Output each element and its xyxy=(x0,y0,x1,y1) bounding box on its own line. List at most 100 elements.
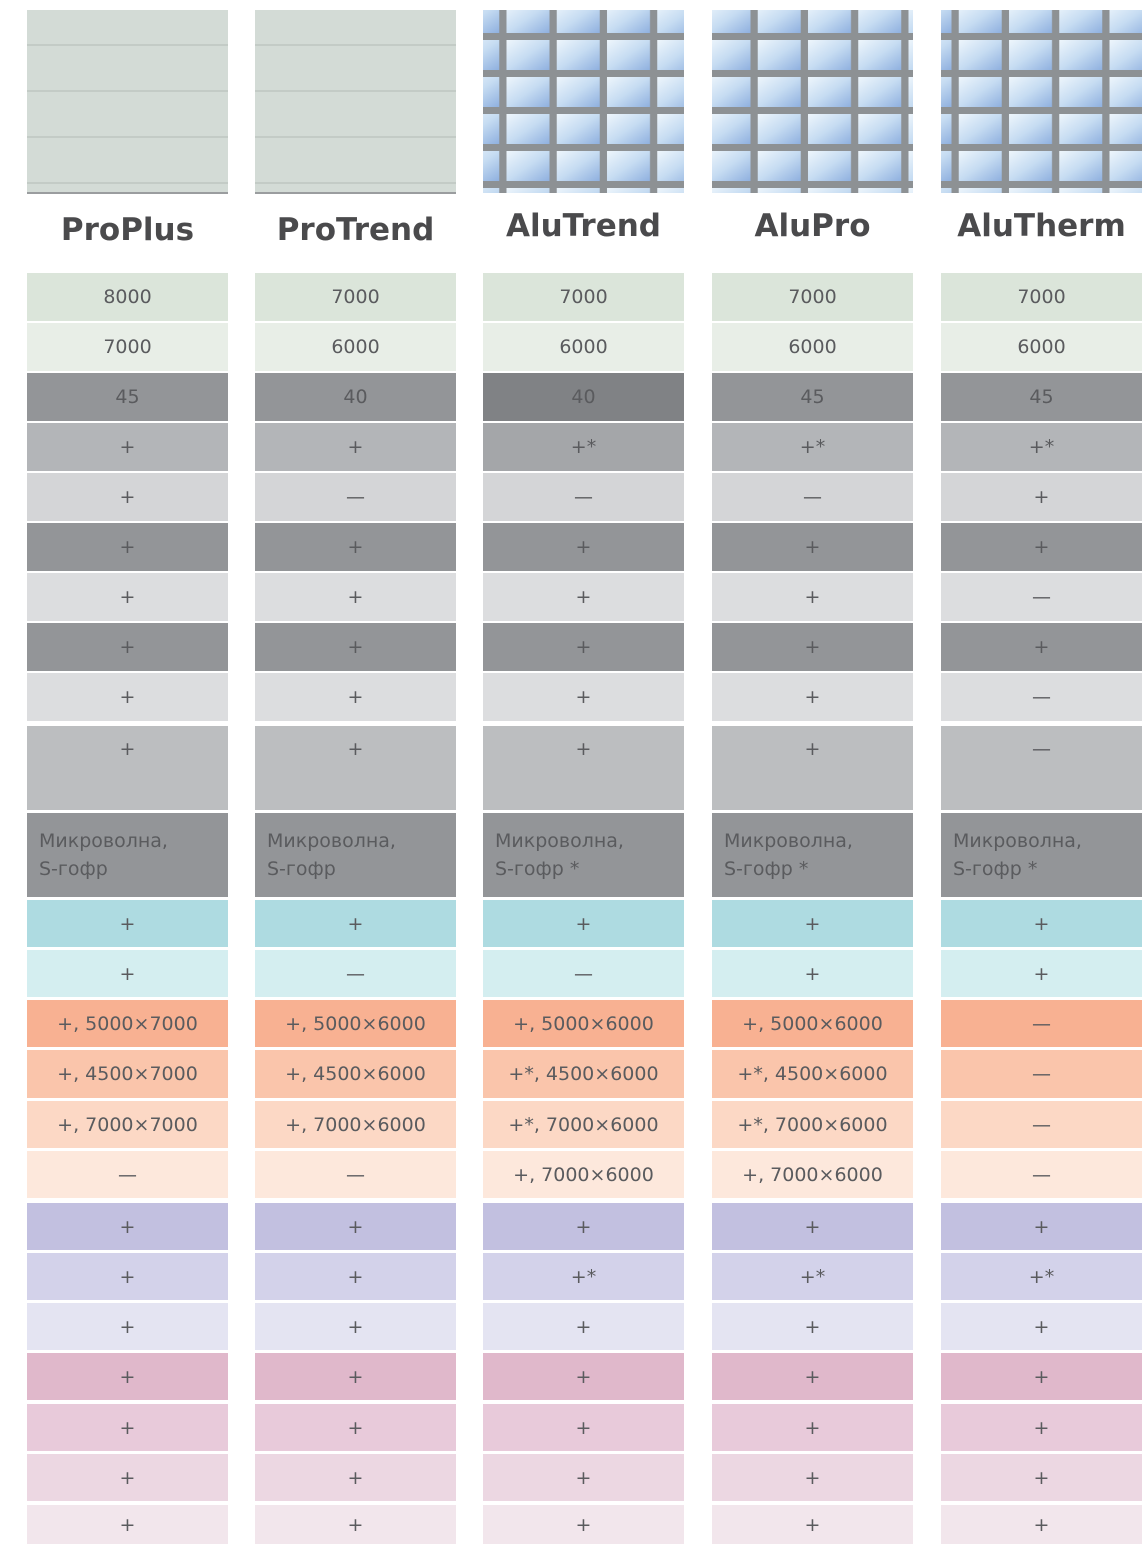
table-cell: 7000 xyxy=(712,273,913,321)
table-cell: Микроволна,S-гофр * xyxy=(483,813,684,897)
table-cell: + xyxy=(483,1303,684,1350)
cell-line: Микроволна, xyxy=(495,827,624,855)
table-cell: +*, 7000×6000 xyxy=(483,1101,684,1148)
table-cell: — xyxy=(483,950,684,997)
table-cell: + xyxy=(712,950,913,997)
table-cell: + xyxy=(941,950,1142,997)
table-cell: + xyxy=(255,900,456,947)
table-cell: + xyxy=(27,1454,228,1501)
table-cell: + xyxy=(483,673,684,721)
table-cell: +, 5000×6000 xyxy=(483,1000,684,1047)
table-cell: + xyxy=(483,1203,684,1250)
table-cell: + xyxy=(483,623,684,671)
column-title: AluTrend xyxy=(483,208,684,244)
door-image xyxy=(27,10,228,193)
table-cell: — xyxy=(255,1151,456,1198)
table-cell: + xyxy=(27,900,228,947)
door-image xyxy=(941,10,1142,193)
table-cell: +*, 7000×6000 xyxy=(712,1101,913,1148)
table-cell: — xyxy=(941,726,1142,810)
table-cell: +, 7000×6000 xyxy=(483,1151,684,1198)
table-cell: 7000 xyxy=(27,323,228,371)
table-cell: + xyxy=(712,1203,913,1250)
page: (() => { const data = JSON.parse(documen… xyxy=(0,0,1144,1544)
table-cell: + xyxy=(255,1203,456,1250)
table-cell: 40 xyxy=(255,373,456,421)
table-cell: — xyxy=(941,573,1142,621)
table-cell: — xyxy=(483,473,684,521)
table-cell: + xyxy=(483,523,684,571)
table-cell: +, 5000×6000 xyxy=(255,1000,456,1047)
table-cell: + xyxy=(941,1353,1142,1400)
table-cell: 45 xyxy=(27,373,228,421)
column-title: ProTrend xyxy=(255,212,456,248)
table-cell: Микроволна,S-гофр * xyxy=(941,813,1142,897)
table-cell: + xyxy=(712,1505,913,1544)
table-cell: + xyxy=(483,1505,684,1544)
table-cell: + xyxy=(27,423,228,471)
table-cell: — xyxy=(941,1050,1142,1098)
door-images xyxy=(0,0,1144,200)
table-cell: 6000 xyxy=(712,323,913,371)
table-cell: + xyxy=(483,1353,684,1400)
table-cell: + xyxy=(483,1454,684,1501)
table-cell: + xyxy=(941,1303,1142,1350)
table-cell: +* xyxy=(941,423,1142,471)
table-cell: + xyxy=(255,1404,456,1451)
table-cell: + xyxy=(941,523,1142,571)
table-cell: + xyxy=(255,1253,456,1300)
cell-line: S-гофр * xyxy=(953,855,1037,883)
cell-line: Микроволна, xyxy=(267,827,396,855)
table-cell: + xyxy=(255,673,456,721)
table-cell: +* xyxy=(483,1253,684,1300)
table-cell: + xyxy=(712,623,913,671)
table-cell: + xyxy=(712,673,913,721)
table-cell: — xyxy=(255,950,456,997)
table-cell: +* xyxy=(941,1253,1142,1300)
table-cell: +, 5000×7000 xyxy=(27,1000,228,1047)
cell-line: Микроволна, xyxy=(39,827,168,855)
table-cell: + xyxy=(483,1404,684,1451)
table-cell: + xyxy=(712,900,913,947)
table-cell: 45 xyxy=(712,373,913,421)
table-cell: + xyxy=(941,473,1142,521)
table-cell: + xyxy=(255,1353,456,1400)
table-cell: + xyxy=(941,900,1142,947)
table-cell: + xyxy=(483,900,684,947)
table-cell: — xyxy=(27,1151,228,1198)
table-cell: Микроволна,S-гофр xyxy=(27,813,228,897)
table-cell: +, 4500×7000 xyxy=(27,1050,228,1098)
table-cell: + xyxy=(27,1203,228,1250)
table-cell: + xyxy=(712,1353,913,1400)
table-cell: + xyxy=(27,950,228,997)
table-cell: +* xyxy=(712,1253,913,1300)
table-cell: 8000 xyxy=(27,273,228,321)
table-cell: — xyxy=(941,673,1142,721)
table-cell: + xyxy=(27,523,228,571)
table-cell: + xyxy=(255,573,456,621)
door-image xyxy=(483,10,684,193)
table-cell: + xyxy=(27,726,228,810)
cell-line: S-гофр * xyxy=(495,855,579,883)
table-cell: + xyxy=(941,1454,1142,1501)
table-cell: + xyxy=(941,1203,1142,1250)
table-cell: — xyxy=(255,473,456,521)
table-cell: + xyxy=(941,1505,1142,1544)
table-cell: +* xyxy=(483,423,684,471)
table-cell: +* xyxy=(712,423,913,471)
table-cell: +*, 4500×6000 xyxy=(712,1050,913,1098)
table-cell: + xyxy=(27,473,228,521)
table-cell: + xyxy=(27,1505,228,1544)
table-cell: 7000 xyxy=(483,273,684,321)
cell-line: S-гофр xyxy=(267,855,336,883)
table-cell: + xyxy=(712,573,913,621)
table-cell: 45 xyxy=(941,373,1142,421)
column-title: AluPro xyxy=(712,208,913,244)
table-cell: +, 5000×6000 xyxy=(712,1000,913,1047)
door-image xyxy=(255,10,456,193)
table-cell: +*, 4500×6000 xyxy=(483,1050,684,1098)
table-cell: + xyxy=(255,1454,456,1501)
table-cell: + xyxy=(941,1404,1142,1451)
table-cell: + xyxy=(255,726,456,810)
table-cell: + xyxy=(255,623,456,671)
